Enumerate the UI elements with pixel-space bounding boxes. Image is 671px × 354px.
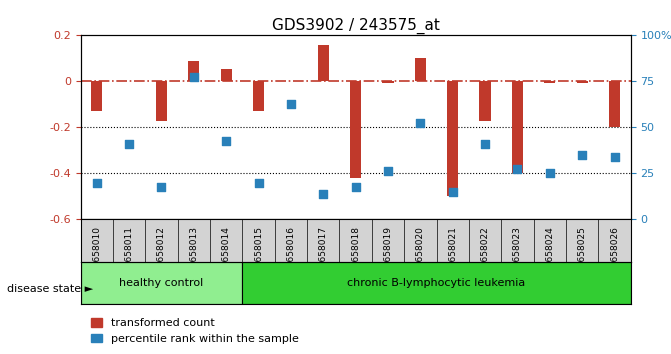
Bar xyxy=(221,69,232,81)
Point xyxy=(221,138,231,144)
Text: GSM658022: GSM658022 xyxy=(480,226,490,281)
Point xyxy=(350,184,361,190)
Text: GSM658025: GSM658025 xyxy=(578,226,586,281)
Text: GSM658018: GSM658018 xyxy=(351,226,360,281)
Point xyxy=(286,102,297,107)
Text: GSM658015: GSM658015 xyxy=(254,226,263,281)
Text: chronic B-lymphocytic leukemia: chronic B-lymphocytic leukemia xyxy=(348,278,525,288)
Bar xyxy=(253,81,264,111)
Text: GSM658012: GSM658012 xyxy=(157,226,166,281)
Bar xyxy=(91,81,103,111)
Text: GSM658013: GSM658013 xyxy=(189,226,199,281)
Bar xyxy=(512,81,523,173)
Legend: transformed count, percentile rank within the sample: transformed count, percentile rank withi… xyxy=(86,314,303,348)
Text: GSM658024: GSM658024 xyxy=(546,226,554,281)
Point xyxy=(318,191,329,197)
Point xyxy=(609,154,620,160)
Point xyxy=(544,171,555,176)
Bar xyxy=(447,81,458,196)
Text: GSM658021: GSM658021 xyxy=(448,226,457,281)
Text: disease state ►: disease state ► xyxy=(7,284,93,293)
FancyBboxPatch shape xyxy=(242,262,631,304)
Point xyxy=(189,74,199,80)
Point xyxy=(91,180,102,185)
Bar xyxy=(188,61,199,81)
Point xyxy=(512,166,523,172)
Point xyxy=(156,184,167,190)
Bar xyxy=(350,81,361,178)
Bar xyxy=(382,81,394,82)
Text: GSM658017: GSM658017 xyxy=(319,226,327,281)
Text: GSM658011: GSM658011 xyxy=(125,226,134,281)
Text: GSM658020: GSM658020 xyxy=(416,226,425,281)
Text: GSM658026: GSM658026 xyxy=(610,226,619,281)
Text: GSM658010: GSM658010 xyxy=(92,226,101,281)
Point xyxy=(577,152,588,158)
Title: GDS3902 / 243575_at: GDS3902 / 243575_at xyxy=(272,18,440,34)
Bar xyxy=(609,81,620,127)
Point xyxy=(123,141,134,146)
Point xyxy=(448,189,458,195)
Point xyxy=(415,120,425,126)
FancyBboxPatch shape xyxy=(81,262,242,304)
Point xyxy=(253,180,264,185)
Bar xyxy=(544,81,556,82)
Point xyxy=(382,168,393,174)
Text: GSM658016: GSM658016 xyxy=(287,226,295,281)
Bar xyxy=(479,81,491,120)
Text: GSM658014: GSM658014 xyxy=(221,226,231,281)
Bar xyxy=(415,58,426,81)
Bar xyxy=(576,81,588,82)
Bar xyxy=(156,81,167,120)
Text: GSM658023: GSM658023 xyxy=(513,226,522,281)
Bar xyxy=(317,45,329,81)
Text: healthy control: healthy control xyxy=(119,278,203,288)
Text: GSM658019: GSM658019 xyxy=(384,226,393,281)
Point xyxy=(480,141,491,146)
